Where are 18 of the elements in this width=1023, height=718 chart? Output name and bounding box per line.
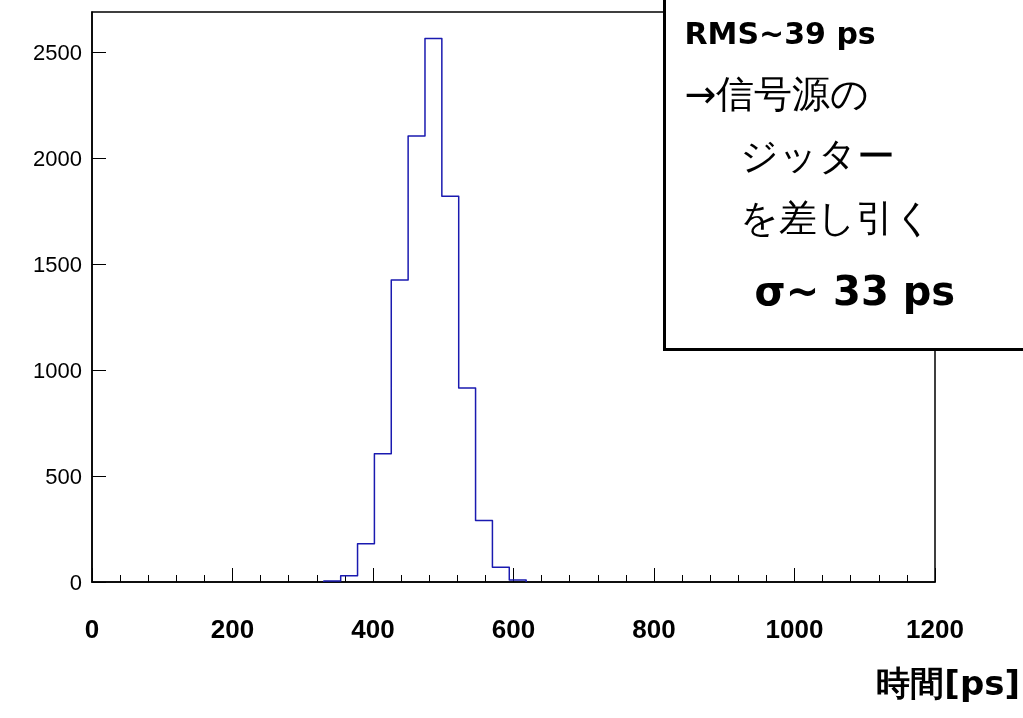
y-tick-label: 500 xyxy=(45,463,82,489)
x-tick-label: 200 xyxy=(210,614,255,644)
y-tick-label: 1500 xyxy=(33,251,82,277)
x-axis-title: 時間[ps] xyxy=(876,663,1020,703)
annotation: を差し引く xyxy=(739,195,933,240)
x-tick-label: 1200 xyxy=(906,614,964,644)
y-tick-label: 2000 xyxy=(33,145,82,171)
y-tick-label: 1000 xyxy=(33,357,82,383)
x-tick-label: 1000 xyxy=(765,614,824,644)
y-tick-label: 0 xyxy=(69,569,82,595)
y-tick-label: 2500 xyxy=(33,39,82,65)
annotation: →信号源の xyxy=(684,71,870,116)
annotation: RMS~39 ps xyxy=(684,16,876,51)
x-tick-label: 600 xyxy=(491,614,536,644)
x-tick-label: 400 xyxy=(351,614,395,644)
x-tick-label: 800 xyxy=(632,614,676,644)
annotation: ジッター xyxy=(739,133,895,178)
annotation: σ~ 33 ps xyxy=(754,267,956,314)
